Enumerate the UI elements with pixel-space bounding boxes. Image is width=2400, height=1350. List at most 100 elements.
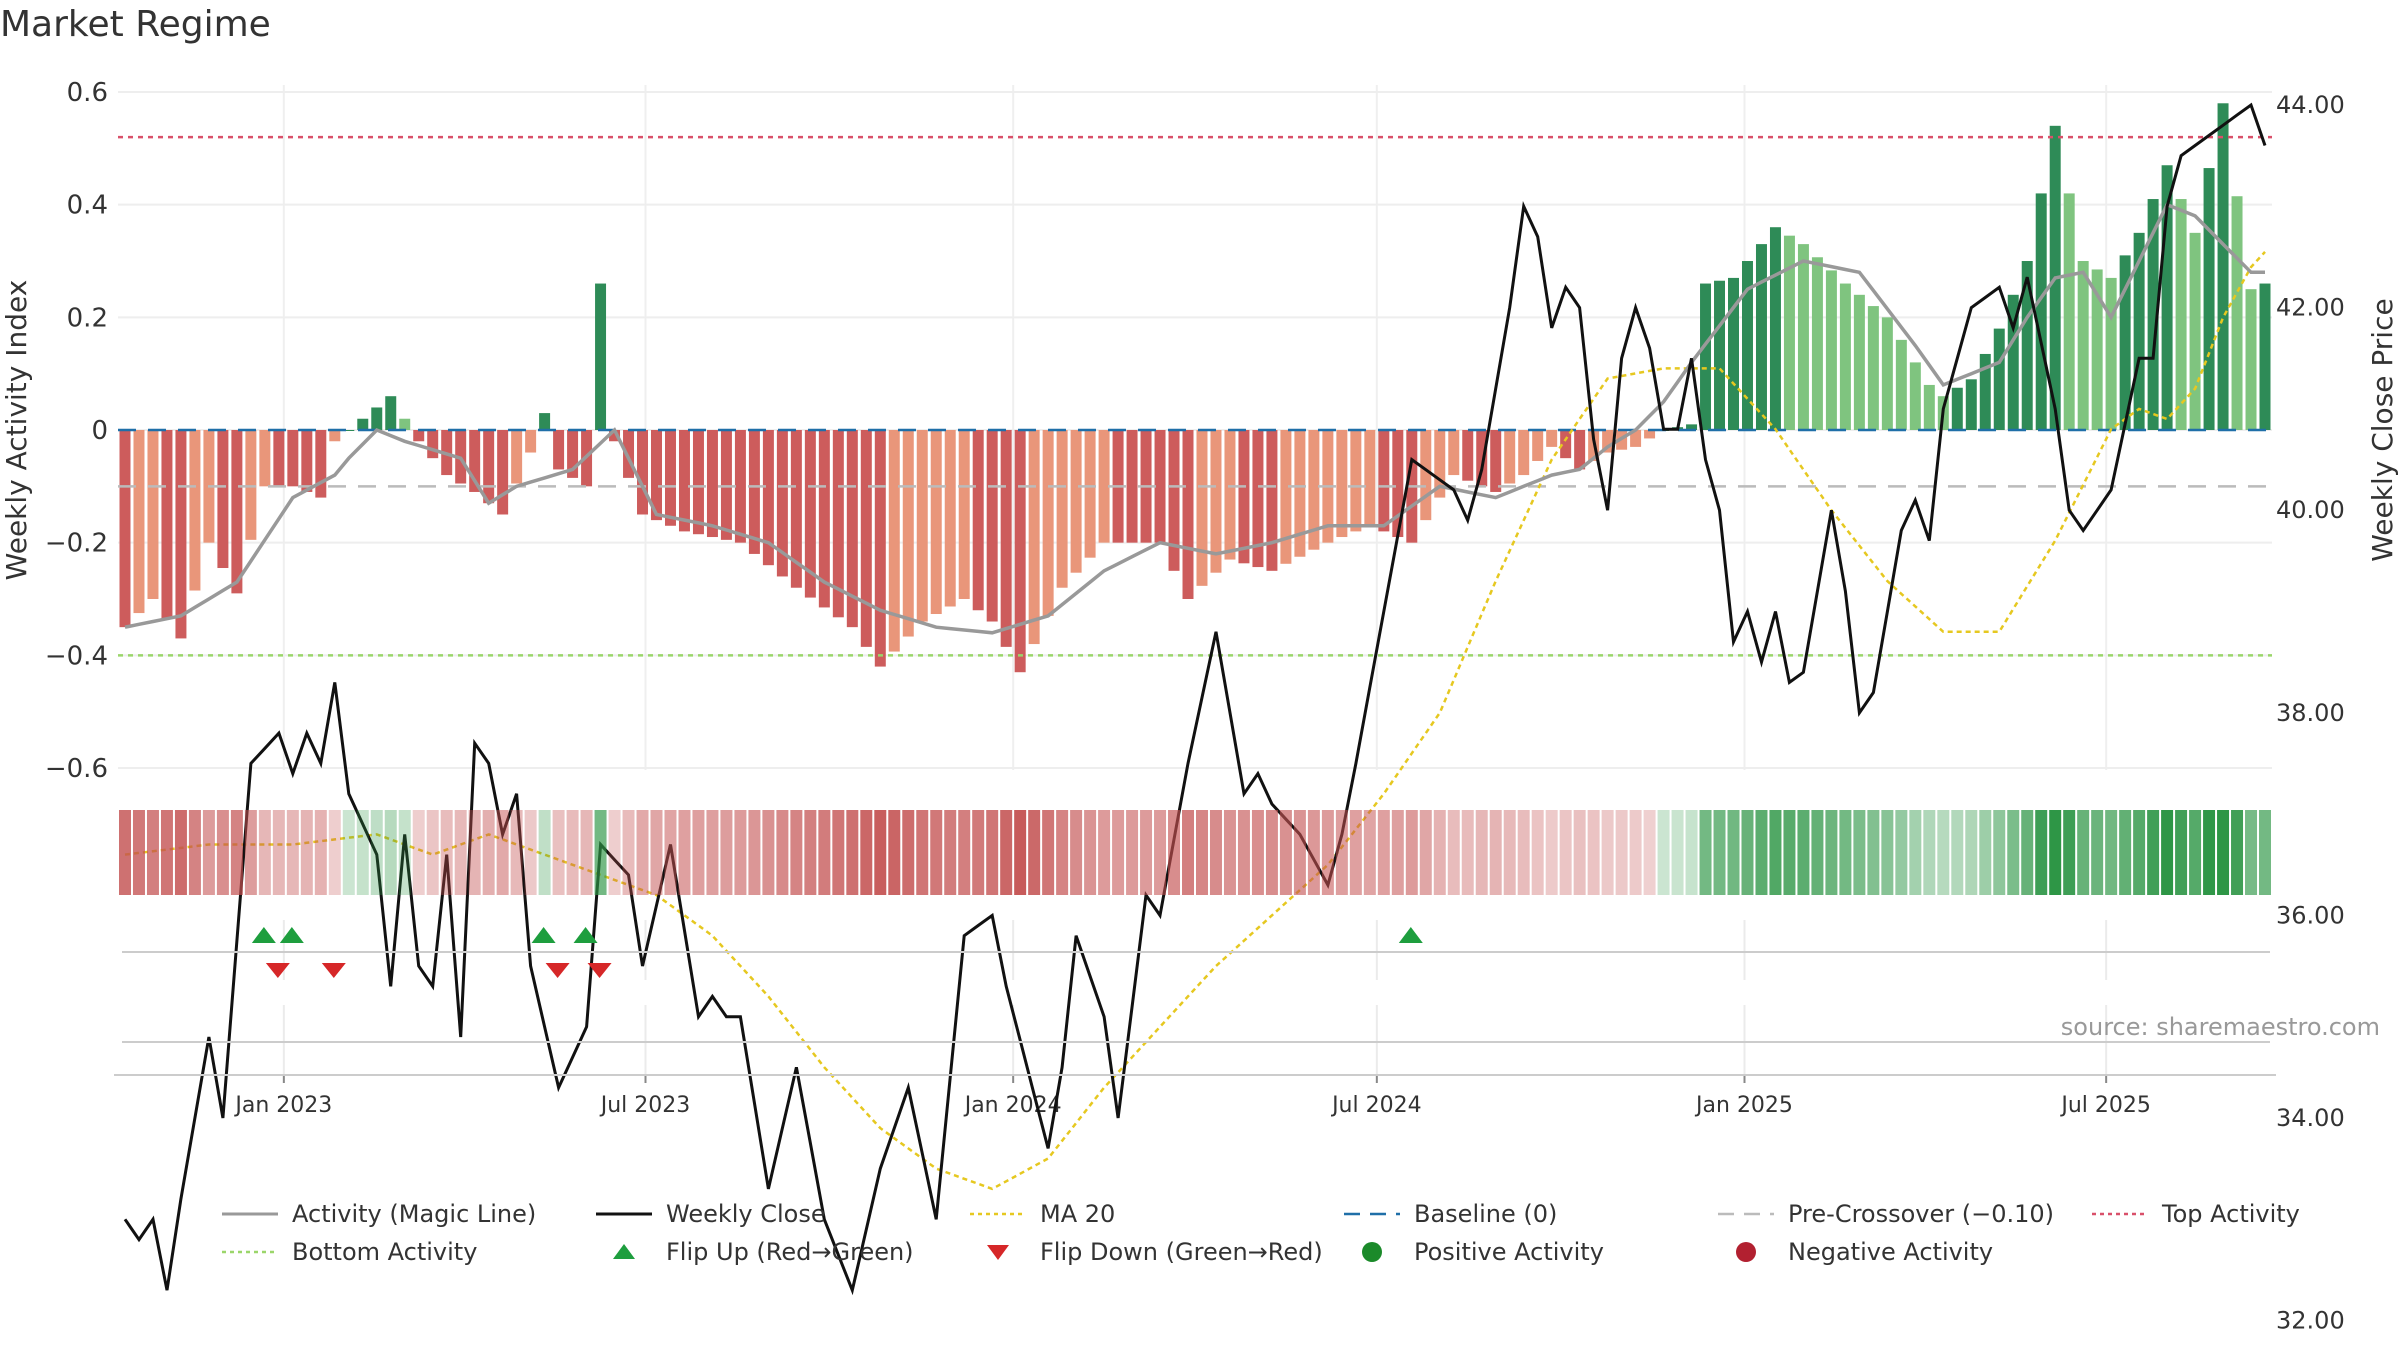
ma20-line [124,251,2266,1191]
regime-strip-cell [1223,810,1236,895]
legend-label: Top Activity [2162,1200,2300,1228]
regime-strip-cell [1839,810,1852,895]
regime-strip-cell [1909,810,1922,895]
regime-strip-cell [398,810,411,895]
regime-strip-cell [1112,810,1125,895]
regime-strip-cell [888,810,901,895]
regime-strip-cell [1671,810,1684,895]
legend-item: Negative Activity [1716,1238,1993,1266]
legend-swatch-icon [1342,1240,1402,1264]
activity-bar [357,418,369,430]
legend-item: Baseline (0) [1342,1200,1557,1228]
flip-down-marker [321,963,346,978]
regime-strip-cell [356,810,369,895]
activity-bar [1769,227,1781,430]
legend-item: Positive Activity [1342,1238,1604,1266]
regime-strip-cell [1783,810,1796,895]
regime-strip-cell [944,810,957,895]
regime-strip-cell [1531,810,1544,895]
activity-bar [776,430,788,577]
activity-bar [832,430,844,618]
legend-swatch-icon [1716,1202,1776,1226]
activity-bar [1000,430,1012,647]
activity-bar [2119,255,2131,430]
y-right-tick-label: 40.00 [2276,496,2345,524]
regime-strip-cell [342,810,355,895]
flip-up-marker [531,927,556,943]
y-right-axis-label: Weekly Close Price [2366,298,2399,561]
activity-bar [1364,430,1376,526]
regime-strip-cell [496,810,509,895]
regime-strip-cell [1349,810,1362,895]
activity-bar [1098,430,1110,543]
activity-bar [119,430,131,628]
regime-strip-cell [1517,810,1530,895]
activity-bar [1811,257,1823,430]
regime-strip-cell [2147,810,2160,895]
activity-bar [1154,430,1166,543]
regime-strip-cell [1279,810,1292,895]
activity-bar [483,430,495,504]
activity-bar [1895,339,1907,430]
regime-strip-cell [2245,810,2258,895]
activity-bar [1448,430,1460,476]
regime-strip-cell [384,810,397,895]
regime-strip-cell [188,810,201,895]
regime-strip-cell [160,810,173,895]
flip-down-marker [587,963,612,978]
regime-strip-cell [2105,810,2118,895]
activity-bar [1476,430,1488,487]
activity-bar [651,430,662,521]
activity-bar [273,430,285,487]
legend-swatch-icon [968,1240,1028,1264]
activity-bar [1504,430,1516,484]
regime-strip-cell [776,810,789,895]
chart-title: Market Regime [0,4,271,45]
x-tick-label: Jan 2023 [233,1093,332,1118]
activity-bar [2161,165,2173,430]
activity-bar [161,430,173,619]
flip-down-marker [265,963,290,978]
regime-strip-cell [1727,810,1740,895]
regime-strip-cell [538,810,551,895]
legend-swatch-icon [968,1202,1028,1226]
activity-bar [1951,387,1963,430]
activity-bar [1252,430,1264,568]
regime-strip-cell [1154,810,1167,895]
activity-bar [1126,430,1138,543]
regime-strip-cell [1000,810,1013,895]
y-right-tick-label: 32.00 [2276,1307,2345,1335]
activity-bar [1867,306,1879,430]
regime-strip-cell [1433,810,1446,895]
regime-strip-cell [1321,810,1334,895]
regime-strip-cell [2077,810,2090,895]
y-right-tick-label: 42.00 [2276,294,2345,322]
regime-strip-cell [1503,810,1516,895]
legend-item: Bottom Activity [220,1238,477,1266]
activity-bar [706,430,718,538]
activity-bar [944,430,956,607]
activity-bar [2217,103,2229,430]
activity-bar [1042,430,1054,616]
regime-strip-cell [258,810,271,895]
regime-strip-cell [1182,810,1194,895]
regime-strip-cell [1363,810,1376,895]
activity-bar [315,430,327,498]
x-tick-label: Jan 2025 [1694,1093,1793,1118]
regime-strip-cell [734,810,747,895]
activity-bar [301,430,313,492]
activity-bar [1238,430,1250,564]
activity-bar [1168,430,1180,571]
y-left-tick-label: 0 [91,416,108,446]
regime-strip-cell [2119,810,2132,895]
regime-strip-cell [650,810,663,895]
flip-up-marker [573,927,598,943]
activity-bar [692,430,704,535]
activity-bar [1797,244,1809,430]
activity-bar [371,407,383,430]
regime-strip-cell [314,810,327,895]
regime-strip-cell [1573,810,1586,895]
regime-strip-cell [832,810,845,895]
activity-bar [553,430,565,470]
activity-bar [1434,430,1446,498]
